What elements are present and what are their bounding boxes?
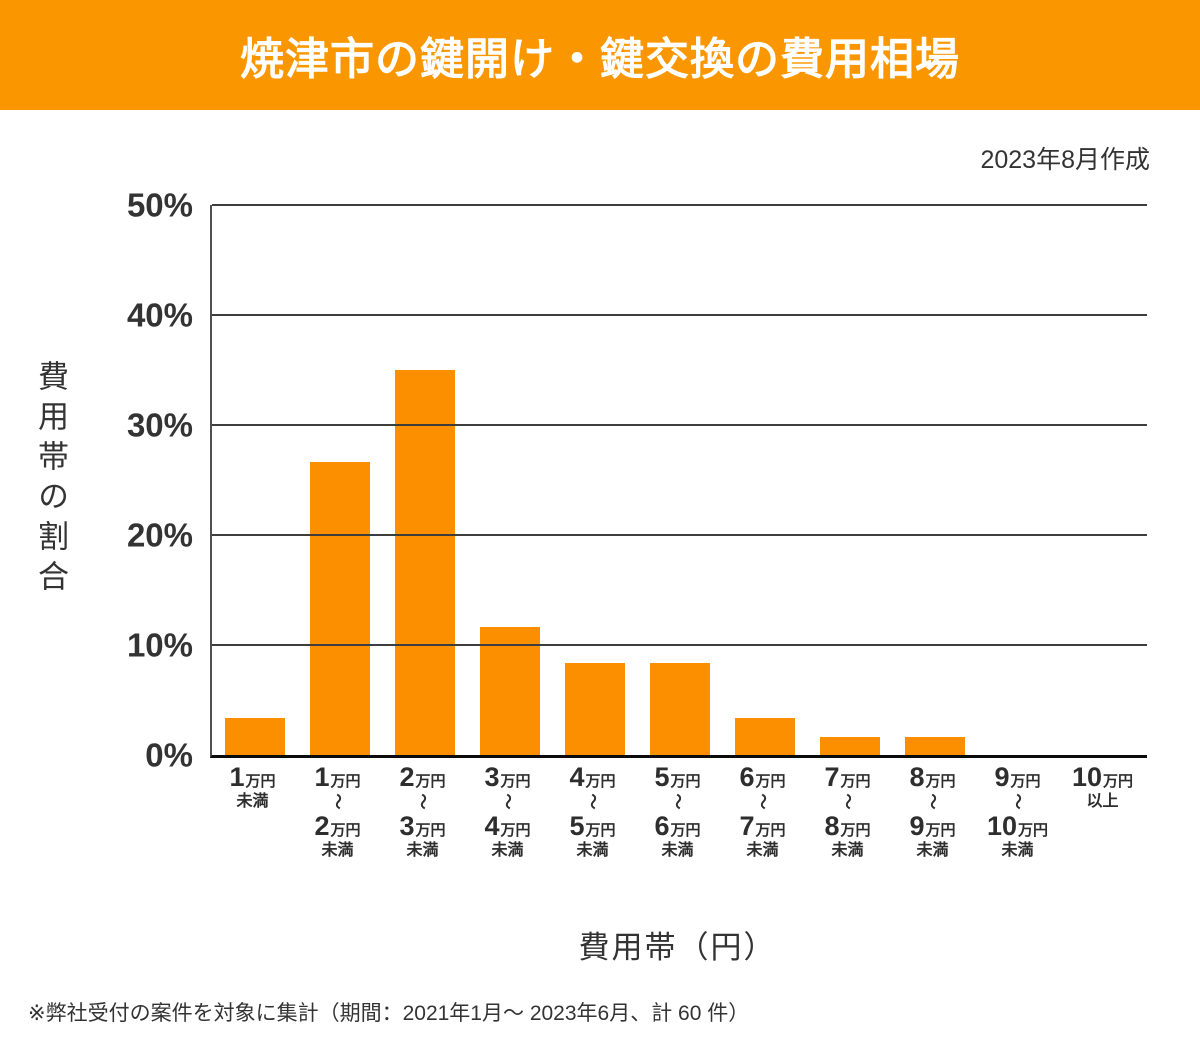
gridline [212,534,1147,536]
x-category-label: 1万円 未満 [210,763,295,862]
y-tick-label: 10% [126,626,193,664]
x-label-qualifier: 以上 [1086,793,1119,810]
x-label-amount: 9万円 [994,762,1041,792]
x-category-label: 7万円〜 8万円 未満 [805,763,890,862]
x-label-amount: 8万円 [824,811,871,841]
bar-slot [977,205,1062,755]
bar-5 [564,663,625,755]
bar-8 [819,736,880,755]
created-date-label: 2023年8月作成 [980,146,1150,174]
x-label-amount: 5万円 [569,811,616,841]
bar-slot [297,205,382,755]
y-tick-label: 0% [145,736,193,774]
x-label-qualifier: 未満 [746,842,779,859]
x-category-label: 6万円〜 7万円 未満 [720,763,805,862]
y-axis-title-box: 費用帯の割合 [28,205,73,755]
x-label-amount: 2万円 [314,811,361,841]
bar-slot [552,205,637,755]
y-axis-title: 費用帯の割合 [33,360,68,600]
y-tick-label: 20% [126,516,193,554]
x-category-label: 1万円〜 2万円 未満 [295,763,380,862]
gridline [212,314,1147,316]
x-label-range-tilde: 〜 [668,793,686,810]
bar-slot [1062,205,1147,755]
bar-4 [479,626,540,755]
x-axis-title: 費用帯（円） [578,930,777,965]
x-category-label: 10万円 以上 [1060,763,1145,862]
x-label-qualifier: 未満 [1001,842,1034,859]
x-label-amount: 4万円 [569,762,616,792]
x-label-qualifier: 未満 [661,842,694,859]
bar-slot [892,205,977,755]
x-label-amount: 6万円 [654,811,701,841]
y-tick-label: 50% [126,186,193,224]
x-axis-labels: 1万円 未満 1万円〜 2万円 未満 2万円〜 3万円 未満 3万円〜 4万円 未満 4万円〜 5万円未… [210,763,1145,862]
x-label-range-tilde: 〜 [1008,793,1026,810]
footer-note: ※弊社受付の案件を対象に集計（期間：2021年1月～ 2023年6月、計 60 … [28,1002,750,1025]
x-category-label: 8万円〜 9万円 未満 [890,763,975,862]
bar-slot [467,205,552,755]
bar-6 [649,663,710,755]
bars [212,205,1147,755]
x-category-label: 4万円〜 5万円 未満 [550,763,635,862]
x-label-amount: 3万円 [484,762,531,792]
x-label-range-tilde: 〜 [838,793,856,810]
bar-9 [904,736,965,755]
plot-area [210,204,1147,758]
gridline [212,644,1147,646]
x-label-amount: 1万円 [229,762,276,792]
x-label-amount: 10万円 [1071,762,1134,792]
y-axis-ticks: 50% 40% 30% 20% 10% 0% [0,189,193,772]
x-label-qualifier: 未満 [321,842,354,859]
x-label-range-tilde: 〜 [498,793,516,810]
x-label-range-tilde: 〜 [583,793,601,810]
x-category-label: 3万円〜 4万円 未満 [465,763,550,862]
x-category-label: 2万円〜 3万円 未満 [380,763,465,862]
x-label-range-tilde: 〜 [413,793,431,810]
x-label-amount: 5万円 [654,762,701,792]
x-label-range-tilde: 〜 [328,793,346,810]
gridline [212,424,1147,426]
x-label-amount: 10万円 [986,811,1049,841]
x-label-qualifier: 未満 [406,842,439,859]
bar-1 [224,718,285,755]
bar-3 [394,370,455,755]
bar-slot [212,205,297,755]
bar-slot [382,205,467,755]
x-label-qualifier: 未満 [576,842,609,859]
title-banner: 焼津市の鍵開け・鍵交換の費用相場 [0,0,1200,110]
x-category-label: 9万円〜 10万円 未満 [975,763,1060,862]
bar-slot [722,205,807,755]
bar-slot [637,205,722,755]
x-label-amount: 7万円 [824,762,871,792]
bar-slot [807,205,892,755]
x-label-range-tilde: 〜 [753,793,771,810]
x-category-label: 5万円〜 6万円 未満 [635,763,720,862]
x-label-qualifier: 未満 [831,842,864,859]
x-label-qualifier: 未満 [916,842,949,859]
x-label-qualifier: 未満 [491,842,524,859]
x-label-amount: 4万円 [484,811,531,841]
x-label-amount: 3万円 [399,811,446,841]
x-label-qualifier: 未満 [236,793,269,810]
y-tick-label: 40% [126,296,193,334]
x-label-amount: 1万円 [314,762,361,792]
x-label-amount: 6万円 [739,762,786,792]
bar-7 [734,718,795,755]
x-label-amount: 7万円 [739,811,786,841]
gridline [212,204,1147,206]
y-tick-label: 30% [126,406,193,444]
x-label-amount: 8万円 [909,762,956,792]
x-label-amount: 9万円 [909,811,956,841]
bar-2 [309,461,370,755]
page-title: 焼津市の鍵開け・鍵交換の費用相場 [240,35,960,84]
x-label-amount: 2万円 [399,762,446,792]
x-label-range-tilde: 〜 [923,793,941,810]
